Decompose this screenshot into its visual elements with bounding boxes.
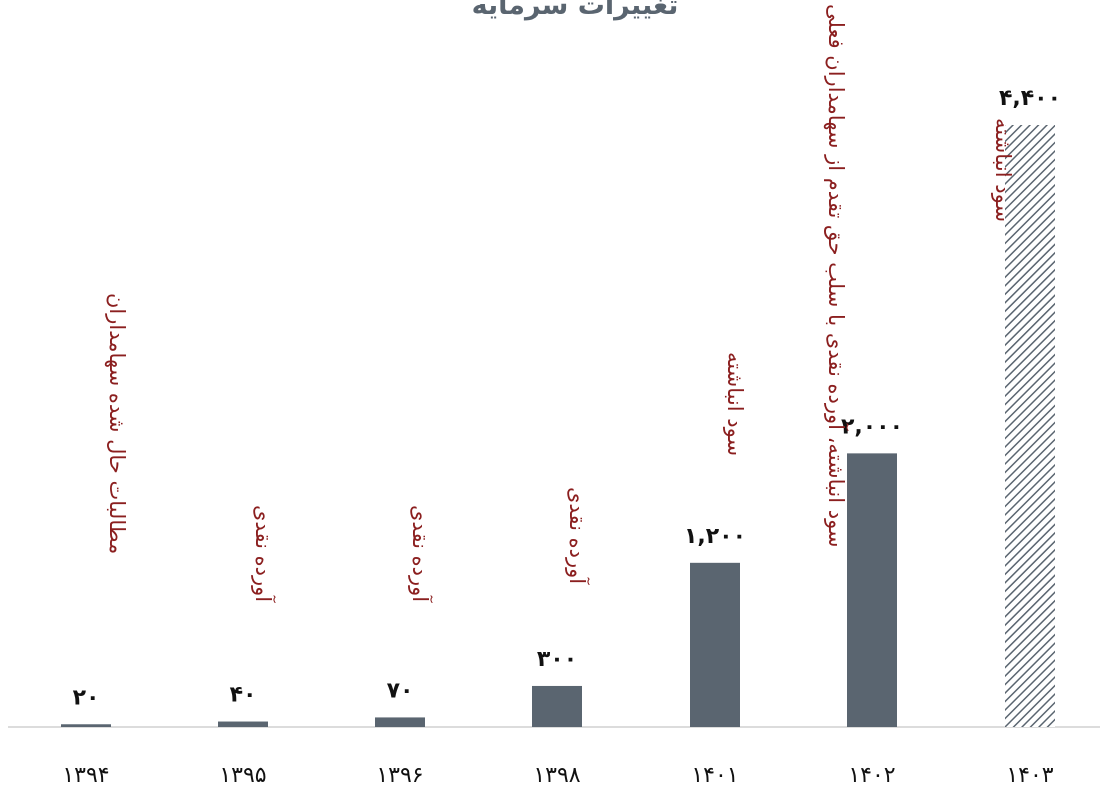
- value-label-2: ۷۰: [387, 678, 414, 703]
- bar-1: [218, 721, 268, 727]
- annotation-label-0: مطالبات حال شده سهامداران: [105, 293, 129, 554]
- bar-6: [1005, 125, 1055, 727]
- value-label-0: ۲۰: [73, 685, 100, 710]
- bars-group: [61, 125, 1055, 727]
- value-label-5: ۲,۰۰۰: [841, 414, 903, 439]
- bar-0: [61, 724, 111, 727]
- category-label-4: ۱۴۰۱: [691, 763, 738, 786]
- category-label-5: ۱۴۰۲: [848, 763, 895, 786]
- value-label-6: ۴,۴۰۰: [999, 86, 1061, 111]
- bar-3: [532, 685, 582, 727]
- value-label-1: ۴۰: [230, 683, 257, 708]
- annotation-label-5: سود انباشته، آورده نقدی با سلب حق تقدم ا…: [824, 4, 849, 548]
- bar-2: [375, 717, 425, 727]
- chart-title: تغییرات سرمایه: [472, 0, 679, 21]
- labels-group: ۲۰ ۱۳۹۴ مطالبات حال شده سهامداران ۴۰ ۱۳۹۵ آور…: [62, 4, 1061, 786]
- value-label-3: ۳۰۰: [537, 647, 577, 672]
- value-label-4: ۱,۲۰۰: [684, 524, 746, 549]
- category-label-6: ۱۴۰۳: [1006, 763, 1053, 786]
- category-label-0: ۱۳۹۴: [62, 763, 109, 786]
- annotation-label-2: آورده نقدی: [408, 505, 433, 603]
- annotation-label-4: سود انباشته: [723, 352, 747, 456]
- annotation-label-3: آورده نقدی: [565, 487, 590, 585]
- bar-5: [847, 453, 897, 727]
- bar-4: [690, 562, 740, 727]
- annotation-label-1: آورده نقدی: [251, 505, 276, 603]
- category-label-3: ۱۳۹۸: [533, 763, 580, 786]
- annotation-label-6: سود انباشته: [991, 118, 1015, 222]
- category-label-1: ۱۳۹۵: [219, 763, 266, 786]
- category-label-2: ۱۳۹۶: [376, 763, 423, 786]
